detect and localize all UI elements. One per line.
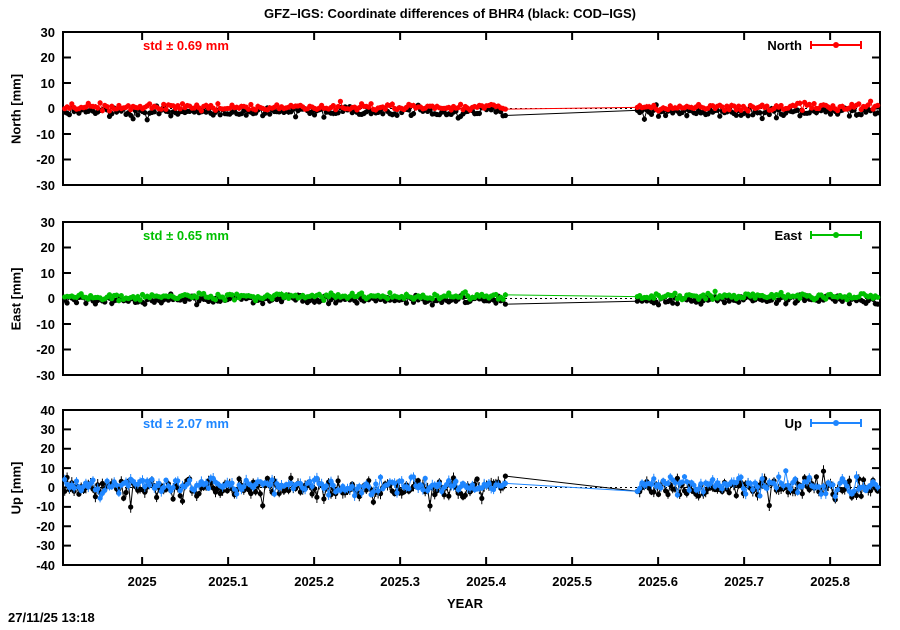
y-tick-label: 0: [47, 101, 55, 116]
x-tick-label: 2025.6: [638, 574, 678, 589]
y-tick-label: 0: [47, 291, 55, 306]
east-legend-label: East: [774, 228, 802, 243]
y-tick-label: 10: [40, 265, 55, 281]
up-series-gfz-igs: [62, 468, 881, 503]
x-tick-label: 2025.3: [380, 574, 420, 589]
y-tick-label: 10: [40, 460, 55, 476]
east-std-label: std ± 0.65 mm: [143, 228, 229, 243]
x-tick-label: 2025.7: [724, 574, 764, 589]
y-tick-label: 30: [40, 24, 55, 40]
y-tick-label: 0: [47, 480, 55, 495]
y-tick-label: -10: [36, 499, 55, 515]
north-series-gfz-igs: [62, 98, 881, 114]
east-series-gfz-igs: [62, 288, 881, 304]
y-tick-label: 20: [40, 441, 55, 457]
east-legend-glyph: [810, 231, 862, 239]
north-legend-glyph: [810, 41, 862, 49]
east-axis-title: East [mm]: [8, 267, 24, 330]
up-axis-title: Up [mm]: [8, 461, 24, 514]
y-tick-label: 10: [40, 75, 55, 91]
up-legend-glyph: [810, 419, 862, 427]
x-tick-label: 2025.8: [810, 574, 850, 589]
x-axis-label: YEAR: [446, 596, 484, 611]
timestamp: 27/11/25 13:18: [8, 610, 95, 625]
up-legend-label: Up: [784, 416, 802, 431]
y-tick-label: -20: [36, 518, 55, 534]
y-tick-label: -30: [36, 538, 55, 554]
y-tick-label: 30: [40, 421, 55, 437]
north-std-label: std ± 0.69 mm: [143, 38, 229, 53]
y-tick-label: -10: [36, 316, 55, 332]
x-tick-label: 2025: [127, 574, 157, 589]
x-tick-label: 2025.1: [208, 574, 248, 589]
y-tick-label: -40: [36, 557, 55, 573]
y-tick-label: 40: [40, 402, 55, 418]
x-tick-label: 2025.2: [294, 574, 334, 589]
y-tick-label: -20: [36, 152, 55, 167]
y-tick-label: 20: [40, 50, 55, 65]
y-tick-label: -30: [36, 367, 55, 383]
y-tick-label: -20: [36, 342, 55, 357]
y-tick-label: -30: [36, 177, 55, 193]
x-tick-label: 2025.5: [552, 574, 592, 589]
y-tick-label: 30: [40, 214, 55, 230]
up-std-label: std ± 2.07 mm: [143, 416, 229, 431]
chart-title: GFZ–IGS: Coordinate differences of BHR4 …: [264, 6, 636, 21]
y-tick-label: -10: [36, 126, 55, 142]
x-tick-label: 2025.4: [466, 574, 506, 589]
north-legend-label: North: [767, 38, 802, 53]
north-axis-title: North [mm]: [8, 73, 24, 144]
y-tick-label: 20: [40, 240, 55, 255]
